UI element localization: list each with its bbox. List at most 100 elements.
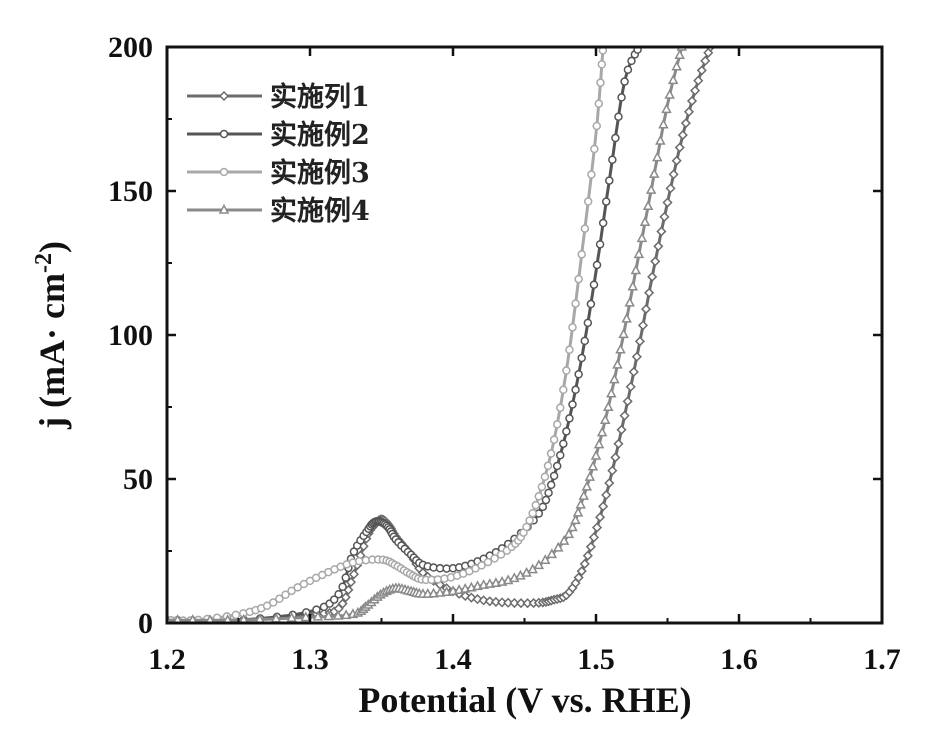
series-1-point [647,271,658,282]
y-tick-label: 100 [108,319,153,352]
series-1-point [622,396,633,407]
series-2-point [541,495,551,505]
legend-marker [218,90,230,102]
x-tick-label: 1.6 [720,643,758,676]
series-1-point [659,211,670,222]
series-4-point [624,296,635,307]
series-3 [167,47,608,623]
series-3-point [522,522,531,532]
series-4-point [618,328,629,339]
series-4-point [238,613,249,623]
series-1-point [625,381,636,392]
series-2-point [611,133,620,143]
x-tick-label: 1.5 [577,643,615,676]
series-1-point [656,226,667,237]
series-3-point [534,492,544,501]
series-4-point [312,610,324,621]
series-1-point [634,336,645,347]
x-tick-label: 1.7 [863,643,901,676]
series-2 [167,47,642,623]
series-3-point [556,403,565,412]
series-3-point [598,47,608,55]
series-2-point [633,47,642,54]
series-4-point [596,426,608,437]
legend-marker [219,167,229,177]
series-2-point [552,461,562,471]
series-1-point [588,532,600,543]
series-1-point [484,596,495,607]
legend-marker [218,203,230,214]
series-1-point [619,410,630,421]
series-3-point [580,224,590,233]
series-1-point [340,592,351,603]
series-4-point [667,74,679,85]
series-4-point [578,490,589,500]
series-2-point [538,502,548,512]
series-4-point [674,49,685,59]
series-2-point [574,370,583,379]
series-4-point [567,521,578,532]
series-2-point [586,299,596,309]
series-1-point [616,424,627,435]
series-1-point [690,85,701,96]
y-tick-label: 0 [138,607,153,640]
series-1-point [650,256,661,267]
y-tick-label: 150 [108,175,153,208]
series-3-point [490,554,499,563]
series-3-point [543,461,553,471]
series-1-point [662,197,673,208]
series-3-point [287,586,296,596]
series-2-point [312,605,321,614]
series-1-point [680,118,691,129]
series-1 [167,47,716,623]
series-2-point [562,427,571,436]
plot-lines [167,47,716,623]
series-3-point [568,323,577,332]
series-4-point [539,554,551,565]
ticks: 1.2 1.3 1.4 1.5 1.6 1.7 0 50 100 150 200 [108,31,901,676]
legend-item-3: 实施例3 [187,157,370,189]
series-1-point [591,522,603,533]
series-4-point [590,449,602,460]
series-3-point [549,435,559,444]
series-1-point [613,438,624,449]
series-1-point [472,594,483,605]
series-4-point [658,118,669,129]
series-4-point [599,414,611,425]
series-4-point [300,611,312,622]
series-3-point [477,561,486,570]
series-4-point [172,614,183,623]
legend-item-1: 实施列1 [187,81,370,113]
series-1-point [665,183,676,194]
series-1-point [693,75,704,86]
series-2-point [338,582,347,592]
y-tick-label: 200 [108,31,153,64]
series-3-point [594,99,604,108]
series-2-point [592,260,602,270]
series-1-point [610,452,621,463]
x-tick-label: 1.4 [434,643,472,676]
series-4-point [441,586,452,596]
series-4-point [575,498,586,509]
series-1-point [582,550,593,561]
series-4-point [603,401,614,412]
series-1-point [490,596,501,608]
series-1-point [683,106,695,117]
series-4-point [552,541,564,552]
series-4-point [340,609,352,620]
series-2-point [608,155,617,164]
series-4-point [563,528,575,539]
x-axis-title: Potential (V vs. RHE) [358,680,691,720]
series-4-point [655,134,666,145]
series-3-point [562,366,571,375]
series-2-point [559,439,568,448]
series-2-point [580,336,590,346]
series-3-point [275,594,284,604]
series-2-point [605,176,614,185]
series-2-point [549,471,559,481]
series-4-point [612,358,623,369]
legend-label: 实施列1 [270,81,370,113]
series-1-point [585,541,596,552]
series-4-point [664,88,675,99]
